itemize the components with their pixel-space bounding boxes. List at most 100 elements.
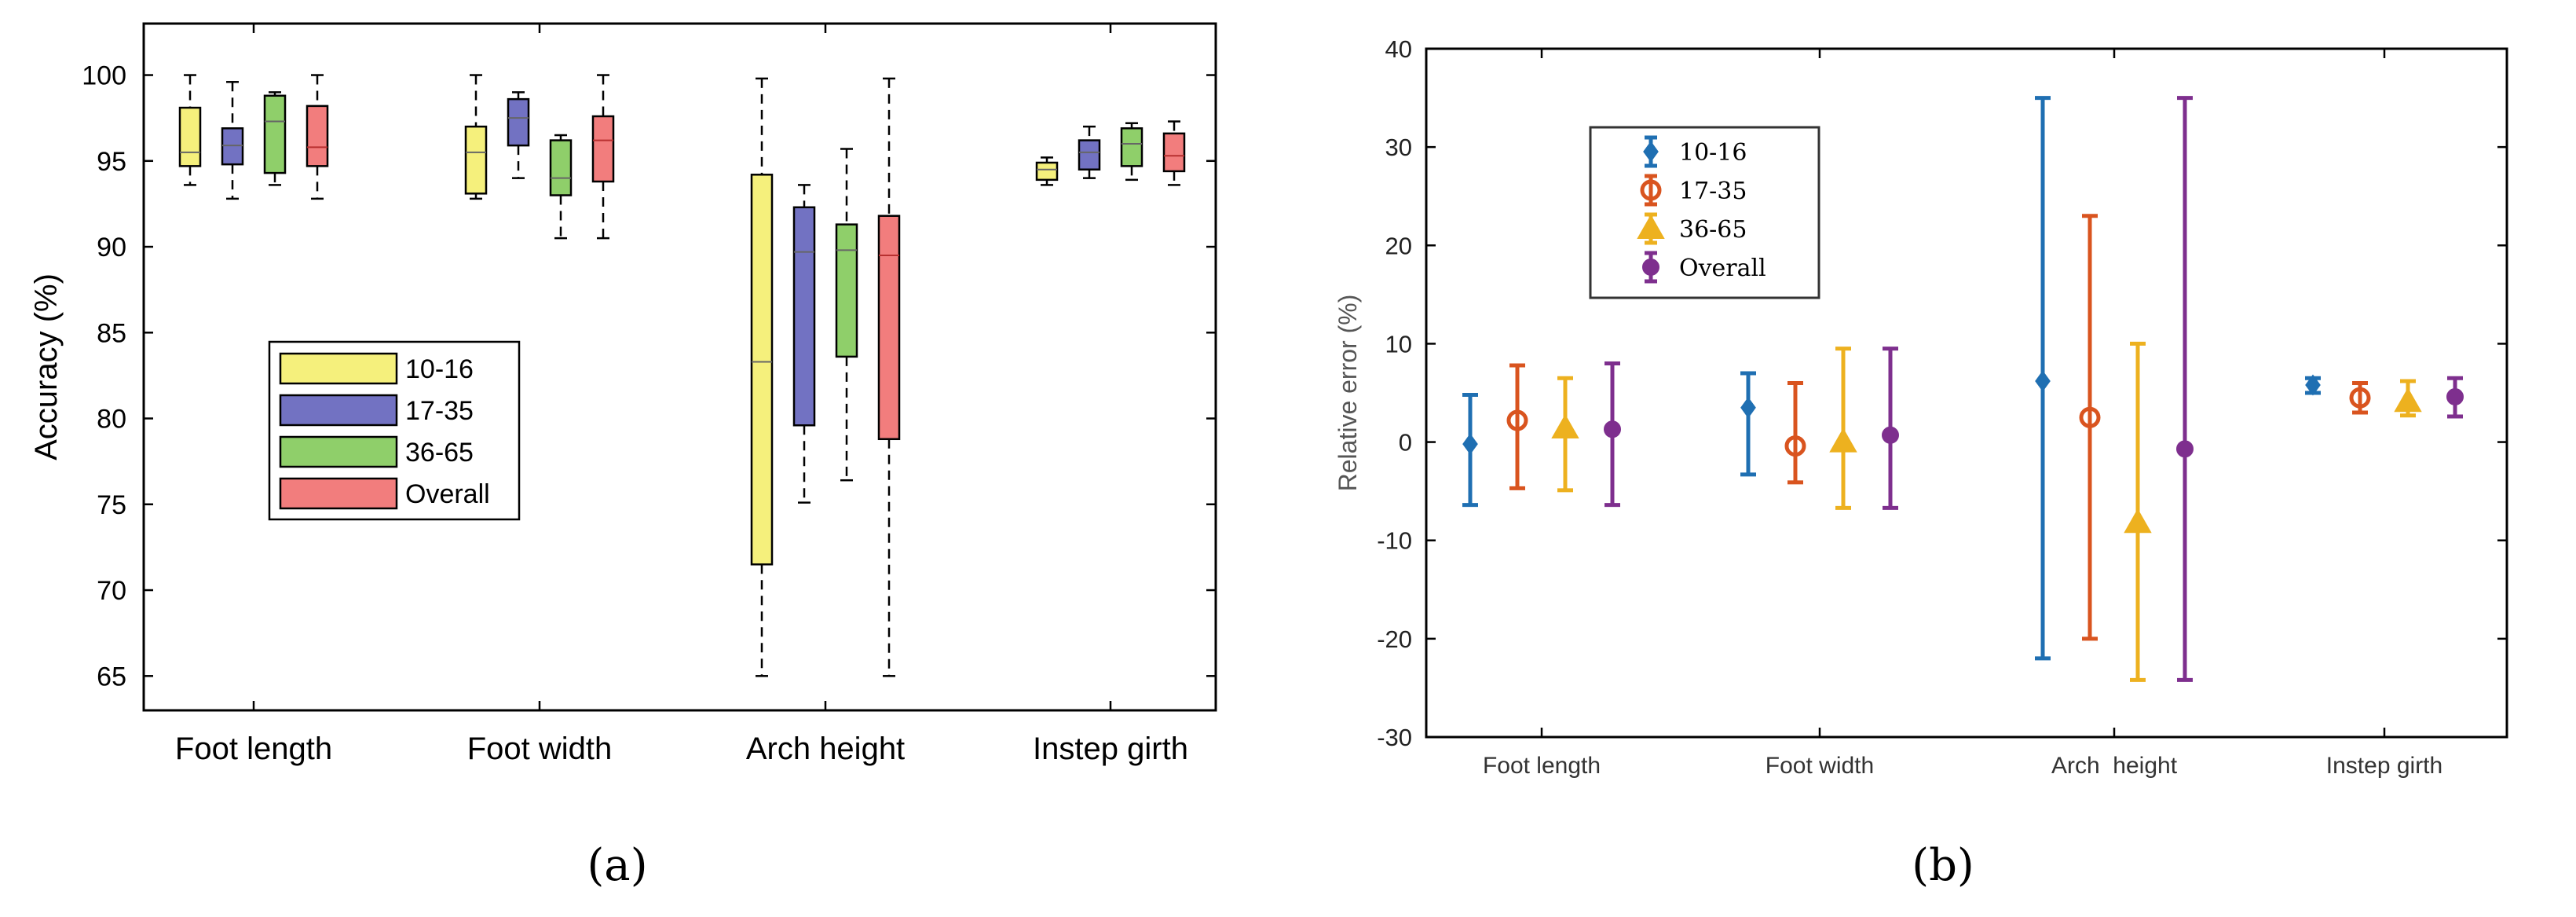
panel-a-box-17-35-arch-height	[792, 184, 816, 504]
panel-a-box-body	[792, 206, 816, 427]
panel-a-box-body	[221, 127, 244, 166]
panel-b-errorbar-10-16-foot-length	[1462, 393, 1478, 508]
panel-a-box-overall-arch-height	[877, 77, 901, 677]
panel-a-box-body	[1120, 127, 1143, 167]
panel-a-box-overall-foot-width	[591, 74, 615, 240]
panel-b-errorbar-10-16-arch-height	[2035, 96, 2051, 661]
panel-a-legend-label-17-35: 17-35	[405, 396, 474, 426]
panel-a-box-17-35-instep-girth	[1078, 125, 1101, 179]
panel-a-box-body	[507, 97, 530, 147]
panel-b-errorbar-36-65-foot-length	[1551, 376, 1579, 493]
panel-a-label: (a)	[587, 840, 647, 891]
panel-a-x-tick-label-arch-height: Arch height	[746, 732, 905, 766]
panel-b-y-axis-label: Relative error (%)	[1334, 295, 1362, 492]
panel-b-legend-marker	[1640, 179, 1662, 201]
panel-b-mean-marker	[1462, 433, 1478, 455]
panel-a-legend-swatch-10-16	[279, 352, 398, 385]
panel-a-box-body	[750, 174, 774, 566]
panel-a-x-tick-label-instep-girth: Instep girth	[1033, 732, 1188, 766]
panel-b-legend-marker	[1642, 259, 1659, 276]
panel-b-errorbar-17-35-instep-girth	[2349, 380, 2371, 415]
panel-a-box-10-16-foot-length	[178, 74, 202, 186]
panel-a-box-body	[306, 105, 329, 167]
panel-a-box-plot: 65 70 75 80 85 90 95 100 Foot length Foot width A…	[29, 22, 1217, 891]
panel-b-mean-marker	[2035, 370, 2051, 392]
panel-a-legend-label-10-16: 10-16	[405, 354, 474, 384]
panel-a-box-body	[1162, 132, 1186, 173]
panel-a-x-tick-label-foot-width: Foot width	[467, 732, 613, 766]
panel-a-boxes	[178, 74, 1186, 677]
panel-a-box-17-35-foot-length	[221, 81, 244, 200]
panel-a-y-axis-label: Accuracy (%)	[29, 273, 64, 460]
panel-b-label: (b)	[1912, 840, 1974, 891]
panel-a-box-body	[835, 223, 858, 358]
panel-a-box-body	[464, 125, 488, 195]
panel-b-legend-label-36-65: 36-65	[1679, 216, 1747, 244]
panel-b-y-axis: -30 -20 -10 0 10 20 30 40	[1377, 35, 2507, 751]
panel-a-box-body	[263, 94, 287, 174]
panel-a-legend-label-overall: Overall	[405, 479, 490, 509]
panel-b-mean-marker	[1551, 414, 1579, 439]
panel-a-box-body	[1078, 139, 1101, 171]
panel-a-box-body	[1035, 161, 1059, 182]
panel-b-legend-entry-36-65: 36-65	[1637, 212, 1747, 245]
panel-b-mean-marker	[1604, 420, 1621, 438]
panel-b-y-tick-label: 10	[1385, 330, 1412, 358]
panel-a-box-body	[178, 106, 202, 167]
panel-b-legend-marker	[1637, 214, 1665, 239]
panel-b-errorbar-plot: -30 -20 -10 0 10 20 30 40 Foot length Foot width…	[1334, 35, 2508, 891]
panel-b-errorbar-overall-instep-girth	[2446, 376, 2464, 419]
panel-a-box-17-35-foot-width	[507, 91, 530, 179]
panel-a-box-10-16-arch-height	[750, 77, 774, 677]
panel-b-legend-box	[1589, 126, 1820, 299]
panel-a-legend: 10-16 17-35 36-65 Overall	[268, 340, 521, 521]
panel-a-box-body	[877, 215, 901, 441]
panel-a-x-axis: Foot length Foot width Arch height Instep g…	[175, 24, 1188, 766]
panel-b-errorbar-36-65-foot-width	[1829, 347, 1857, 510]
panel-a-y-tick-label: 70	[97, 576, 126, 606]
panel-b-errorbar-36-65-instep-girth	[2394, 379, 2422, 418]
panel-a-legend-swatch-17-35	[279, 394, 398, 427]
panel-a-box-36-65-arch-height	[835, 148, 858, 482]
panel-b-mean-marker	[2349, 387, 2371, 409]
panel-a-box-overall-foot-length	[306, 74, 329, 200]
panel-b-legend-entry-17-35: 17-35	[1640, 174, 1747, 207]
panel-b-legend-label-10-16: 10-16	[1679, 139, 1747, 167]
panel-b-y-tick-label: -10	[1377, 527, 1412, 555]
panel-b-mean-marker	[1506, 409, 1528, 431]
panel-b-y-tick-label: 20	[1385, 232, 1412, 259]
panel-a-legend-swatch-overall	[279, 477, 398, 510]
panel-b-mean-marker	[1740, 397, 1756, 419]
panel-b-errorbar-10-16-instep-girth	[2305, 374, 2321, 396]
panel-b-x-tick-label-arch-height: Arch height	[2051, 753, 2178, 779]
panel-b-y-tick-label: -20	[1377, 625, 1412, 653]
panel-a-box-body	[591, 115, 615, 183]
panel-b-legend-label-17-35: 17-35	[1679, 178, 1747, 205]
panel-b-legend: 10-16 17-35 36-65 Overall	[1589, 126, 1820, 299]
panel-b-x-axis: Foot length Foot width Arch height Instep g…	[1483, 49, 2442, 779]
panel-b-legend-entry-10-16: 10-16	[1643, 135, 1747, 168]
panel-a-x-tick-label-foot-length: Foot length	[175, 732, 332, 766]
panel-b-y-tick-label: 30	[1385, 134, 1412, 161]
panel-b-legend-entry-overall: Overall	[1642, 251, 1766, 284]
panel-b-mean-marker	[2305, 374, 2321, 396]
panel-a-legend-swatch-36-65	[279, 435, 398, 468]
panel-b-errorbar-17-35-foot-width	[1784, 380, 1806, 485]
panel-b-axes-frame	[1425, 47, 2508, 739]
panel-b-mean-marker	[1784, 435, 1806, 457]
panel-b-mean-marker	[2446, 388, 2464, 406]
panel-a-box-body	[549, 139, 573, 196]
panel-b-y-tick-label: 40	[1385, 35, 1412, 63]
panel-b-errorbar-17-35-foot-length	[1506, 363, 1528, 490]
panel-b-errorbar-17-35-arch-height	[2079, 214, 2101, 641]
panel-a-y-tick-label: 85	[97, 318, 126, 348]
panel-a-box-36-65-instep-girth	[1120, 122, 1143, 182]
panel-b-mean-marker	[1882, 426, 1899, 444]
panel-b-y-tick-label: 0	[1399, 429, 1412, 457]
panel-a-box-36-65-foot-length	[263, 91, 287, 186]
panel-b-mean-marker	[1829, 427, 1857, 453]
panel-b-error-bars	[1462, 96, 2464, 682]
panel-b-legend-marker	[1643, 141, 1659, 163]
panel-a-y-tick-label: 100	[82, 61, 126, 91]
